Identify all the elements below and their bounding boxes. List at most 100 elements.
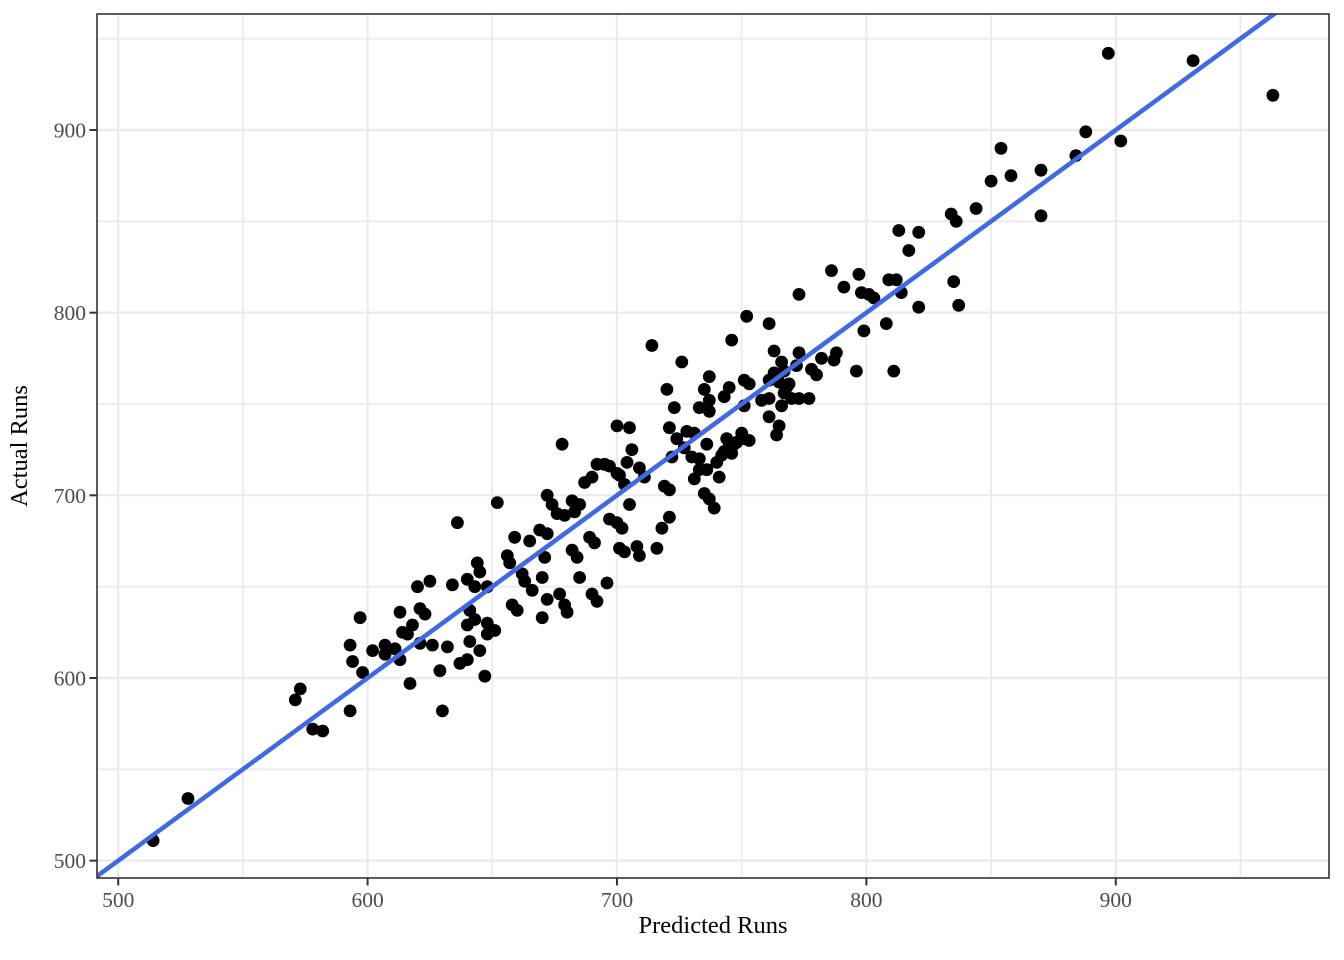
data-point [825, 264, 838, 277]
data-point [660, 383, 674, 396]
data-point [782, 377, 796, 391]
data-point [655, 521, 669, 535]
data-point [343, 638, 357, 652]
data-point [590, 594, 604, 608]
x-tick-label: 600 [351, 888, 383, 912]
data-point [1186, 54, 1200, 67]
data-point [740, 309, 754, 323]
data-point [912, 300, 926, 314]
data-point [722, 381, 736, 394]
data-point [623, 421, 636, 435]
data-point [697, 383, 711, 396]
data-point [615, 521, 629, 535]
data-point [503, 556, 517, 570]
axes: 500 600 700 800 900 500 600 700 800 900 [54, 118, 1132, 912]
data-point [403, 677, 417, 690]
data-point [538, 551, 552, 564]
data-point [912, 225, 926, 239]
data-point [667, 401, 681, 414]
data-point [902, 244, 916, 257]
plot-panel [97, 14, 1329, 878]
data-point [588, 536, 601, 550]
data-point [892, 224, 906, 237]
data-point [523, 534, 537, 548]
data-point [702, 370, 716, 383]
data-point [181, 792, 195, 805]
data-point [418, 607, 432, 621]
data-points [146, 46, 1280, 847]
data-point [600, 576, 614, 590]
data-point [772, 419, 786, 433]
y-tick-label: 700 [54, 484, 86, 508]
y-tick-label: 500 [54, 849, 86, 873]
data-point [540, 593, 554, 606]
data-point [692, 452, 706, 466]
y-axis-title: Actual Runs [6, 385, 33, 507]
data-point [707, 501, 721, 515]
data-point [343, 704, 357, 718]
data-point [889, 273, 903, 287]
data-point [366, 644, 379, 657]
data-point [947, 275, 961, 288]
data-point [288, 693, 302, 707]
data-point [775, 399, 788, 413]
panel-border [96, 13, 1330, 879]
data-point [969, 202, 983, 215]
data-point [952, 298, 966, 312]
data-point [1034, 209, 1048, 223]
data-point [1266, 88, 1280, 102]
data-point [488, 624, 502, 637]
data-point [411, 580, 424, 594]
data-point [852, 267, 866, 281]
x-tick-label: 500 [102, 888, 134, 912]
data-point [867, 291, 881, 305]
data-point [426, 638, 439, 652]
y-tick-label: 600 [54, 666, 86, 690]
data-point [994, 141, 1008, 155]
data-point [423, 574, 437, 588]
data-point [525, 583, 539, 597]
data-point [441, 640, 454, 654]
data-point [767, 344, 781, 358]
x-tick-label: 800 [850, 888, 882, 912]
data-point [650, 541, 664, 555]
data-point [618, 545, 631, 559]
data-point [810, 368, 823, 382]
data-point [553, 587, 566, 601]
data-point [460, 653, 474, 667]
data-point [518, 574, 532, 588]
data-point [535, 571, 549, 584]
data-point [570, 551, 584, 564]
data-point [949, 214, 963, 228]
data-point [346, 655, 359, 668]
data-point [306, 722, 320, 736]
data-point [802, 392, 816, 405]
data-point [406, 618, 419, 632]
data-point [645, 339, 659, 352]
data-point [293, 682, 307, 696]
data-point [573, 498, 586, 511]
data-point [478, 669, 492, 683]
data-point [663, 510, 676, 524]
data-point [473, 565, 487, 579]
y-tick-label: 900 [54, 118, 86, 142]
data-point [558, 509, 571, 522]
y-tick-label: 800 [54, 301, 86, 325]
data-point [560, 605, 574, 619]
data-point [463, 635, 477, 648]
data-point [356, 666, 369, 679]
data-point [792, 392, 806, 405]
data-point [984, 174, 998, 188]
x-tick-label: 900 [1100, 888, 1132, 912]
data-point [663, 483, 676, 497]
data-point [815, 351, 828, 365]
data-point [857, 324, 871, 338]
data-point [742, 377, 756, 391]
data-point [702, 393, 716, 407]
data-point [792, 346, 806, 360]
data-point [762, 317, 776, 330]
data-point [792, 288, 806, 301]
x-tick-label: 700 [601, 888, 633, 912]
